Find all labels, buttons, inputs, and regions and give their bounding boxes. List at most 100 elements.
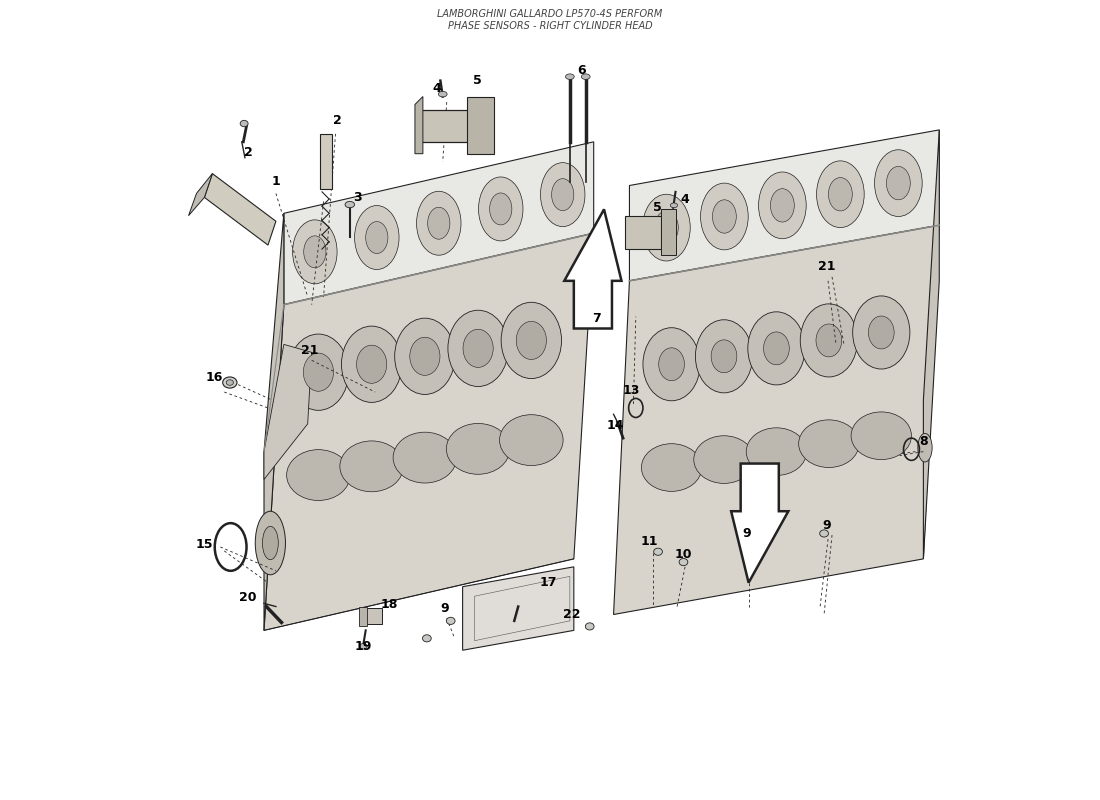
Ellipse shape xyxy=(288,334,349,410)
Ellipse shape xyxy=(428,207,450,239)
Ellipse shape xyxy=(410,338,440,375)
Ellipse shape xyxy=(851,412,912,459)
Ellipse shape xyxy=(463,330,493,367)
Ellipse shape xyxy=(820,530,828,537)
Text: 10: 10 xyxy=(674,549,692,562)
Ellipse shape xyxy=(642,194,690,261)
Ellipse shape xyxy=(360,643,367,649)
Ellipse shape xyxy=(345,202,354,208)
Polygon shape xyxy=(365,608,382,624)
Polygon shape xyxy=(320,134,331,190)
Ellipse shape xyxy=(341,326,402,402)
Polygon shape xyxy=(564,210,622,329)
Ellipse shape xyxy=(240,120,249,126)
Polygon shape xyxy=(466,97,494,154)
Text: 19: 19 xyxy=(354,640,372,653)
Polygon shape xyxy=(188,174,212,216)
Ellipse shape xyxy=(713,200,736,233)
Text: 11: 11 xyxy=(640,535,658,548)
Ellipse shape xyxy=(917,434,932,462)
Ellipse shape xyxy=(263,526,278,560)
Ellipse shape xyxy=(816,161,865,228)
Ellipse shape xyxy=(255,511,286,574)
Ellipse shape xyxy=(551,178,574,210)
Text: 21: 21 xyxy=(817,260,835,273)
Text: 18: 18 xyxy=(381,598,398,611)
Text: 2: 2 xyxy=(332,114,341,127)
Ellipse shape xyxy=(365,222,388,254)
Polygon shape xyxy=(732,463,789,582)
Ellipse shape xyxy=(887,166,911,200)
Ellipse shape xyxy=(742,538,751,545)
Ellipse shape xyxy=(759,172,806,238)
Ellipse shape xyxy=(874,150,922,217)
Text: 3: 3 xyxy=(353,191,362,204)
Polygon shape xyxy=(264,214,284,630)
Text: 17: 17 xyxy=(540,576,558,590)
Text: 14: 14 xyxy=(606,419,624,432)
Ellipse shape xyxy=(852,296,910,369)
Polygon shape xyxy=(923,130,939,559)
Ellipse shape xyxy=(653,548,662,555)
Polygon shape xyxy=(626,216,661,249)
Ellipse shape xyxy=(540,162,585,226)
Ellipse shape xyxy=(801,304,858,377)
Text: 5: 5 xyxy=(473,74,482,87)
Text: 9: 9 xyxy=(822,519,830,532)
Ellipse shape xyxy=(641,444,702,491)
Text: 2: 2 xyxy=(244,146,253,158)
Ellipse shape xyxy=(565,74,574,79)
Ellipse shape xyxy=(763,332,790,365)
Ellipse shape xyxy=(694,436,755,483)
Ellipse shape xyxy=(417,191,461,255)
Ellipse shape xyxy=(490,193,512,225)
Ellipse shape xyxy=(354,206,399,270)
Text: 5: 5 xyxy=(653,202,661,214)
Ellipse shape xyxy=(585,317,592,322)
Text: 1: 1 xyxy=(272,175,280,188)
Ellipse shape xyxy=(439,91,447,97)
Ellipse shape xyxy=(695,320,752,393)
Ellipse shape xyxy=(293,220,337,284)
Ellipse shape xyxy=(478,177,522,241)
Polygon shape xyxy=(264,233,594,630)
Ellipse shape xyxy=(582,74,590,79)
Ellipse shape xyxy=(499,414,563,466)
Text: 15: 15 xyxy=(196,538,213,551)
Ellipse shape xyxy=(287,450,350,501)
Ellipse shape xyxy=(828,178,852,211)
Ellipse shape xyxy=(447,618,455,625)
Ellipse shape xyxy=(340,441,404,492)
Ellipse shape xyxy=(516,322,547,359)
Ellipse shape xyxy=(447,423,510,474)
Text: 20: 20 xyxy=(240,590,257,603)
Ellipse shape xyxy=(502,302,561,378)
Text: 13: 13 xyxy=(623,384,640,397)
Polygon shape xyxy=(264,344,311,479)
Ellipse shape xyxy=(746,428,806,475)
Polygon shape xyxy=(360,606,367,626)
Ellipse shape xyxy=(748,312,805,385)
Ellipse shape xyxy=(422,634,431,642)
Polygon shape xyxy=(284,142,594,305)
Polygon shape xyxy=(205,174,276,245)
Ellipse shape xyxy=(227,380,233,386)
Polygon shape xyxy=(614,226,939,614)
Text: 9: 9 xyxy=(742,527,751,540)
Polygon shape xyxy=(463,567,574,650)
Polygon shape xyxy=(419,110,486,142)
Polygon shape xyxy=(415,97,422,154)
Ellipse shape xyxy=(816,324,842,357)
Ellipse shape xyxy=(654,211,679,244)
Ellipse shape xyxy=(395,318,455,394)
Polygon shape xyxy=(661,210,675,255)
Ellipse shape xyxy=(356,345,387,383)
Text: 7: 7 xyxy=(592,313,601,326)
Text: 4: 4 xyxy=(432,82,441,95)
Text: 6: 6 xyxy=(578,64,586,77)
Ellipse shape xyxy=(659,348,684,381)
Text: 8: 8 xyxy=(920,435,927,448)
Ellipse shape xyxy=(770,189,794,222)
Ellipse shape xyxy=(304,236,326,268)
Ellipse shape xyxy=(799,420,859,467)
